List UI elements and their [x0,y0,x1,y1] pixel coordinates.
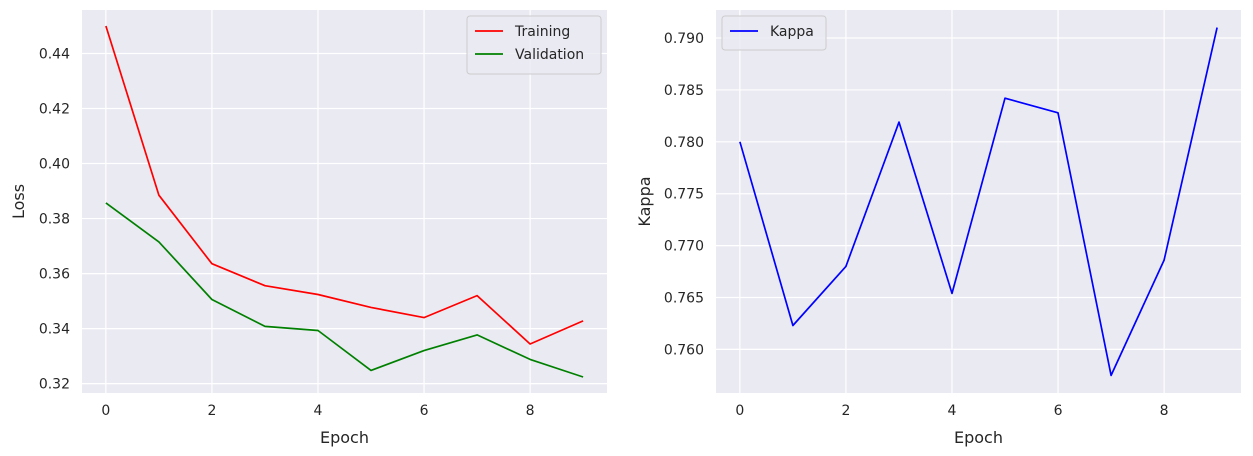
legend: Kappa [721,15,827,51]
series-line-validation [105,202,584,378]
x-tick-label: 6 [420,403,429,419]
plot-area [716,10,1241,393]
y-tick-label: 0.44 [39,46,70,62]
y-axis-label: Kappa [635,176,654,226]
y-tick-label: 0.765 [664,291,704,307]
y-tick-label: 0.785 [664,83,704,99]
x-tick-label: 8 [1160,403,1169,419]
legend: Training Validation [466,15,602,75]
y-tick-label: 0.790 [664,31,704,47]
series-line-training [105,25,584,345]
x-tick-label: 4 [314,403,323,419]
legend-label-kappa: Kappa [770,24,814,40]
chart-panel-1: 0 2 4 6 8 0.32 0.34 0.36 0.38 0.40 0.42 0.44 Epoch Lo… [9,10,607,447]
x-tick-label: 2 [841,403,850,419]
x-tick-label: 0 [735,403,744,419]
chart-panel-2: 0 2 4 6 8 0.760 0.765 0.770 0.775 0.780 0.785 0.790… [635,10,1241,447]
y-tick-label: 0.770 [664,239,704,255]
y-tick-label: 0.32 [39,377,70,393]
y-tick-label: 0.40 [39,157,70,173]
x-tick-label: 6 [1054,403,1063,419]
x-tick-label: 8 [526,403,535,419]
y-tick-label: 0.42 [39,102,70,118]
y-tick-label: 0.775 [664,187,704,203]
x-axis-label: Epoch [320,428,369,447]
x-tick-label: 2 [207,403,216,419]
y-tick-label: 0.760 [664,342,704,358]
series-line-kappa [739,27,1218,377]
legend-label-validation: Validation [515,47,584,63]
x-axis-label: Epoch [954,428,1003,447]
y-tick-label: 0.36 [39,267,70,283]
legend-frame [721,15,827,51]
y-tick-label: 0.38 [39,212,70,228]
y-axis-label: Loss [9,184,28,219]
legend-label-training: Training [514,24,570,40]
x-tick-label: 4 [948,403,957,419]
x-tick-label: 0 [101,403,110,419]
y-tick-label: 0.780 [664,135,704,151]
y-tick-label: 0.34 [39,322,70,338]
